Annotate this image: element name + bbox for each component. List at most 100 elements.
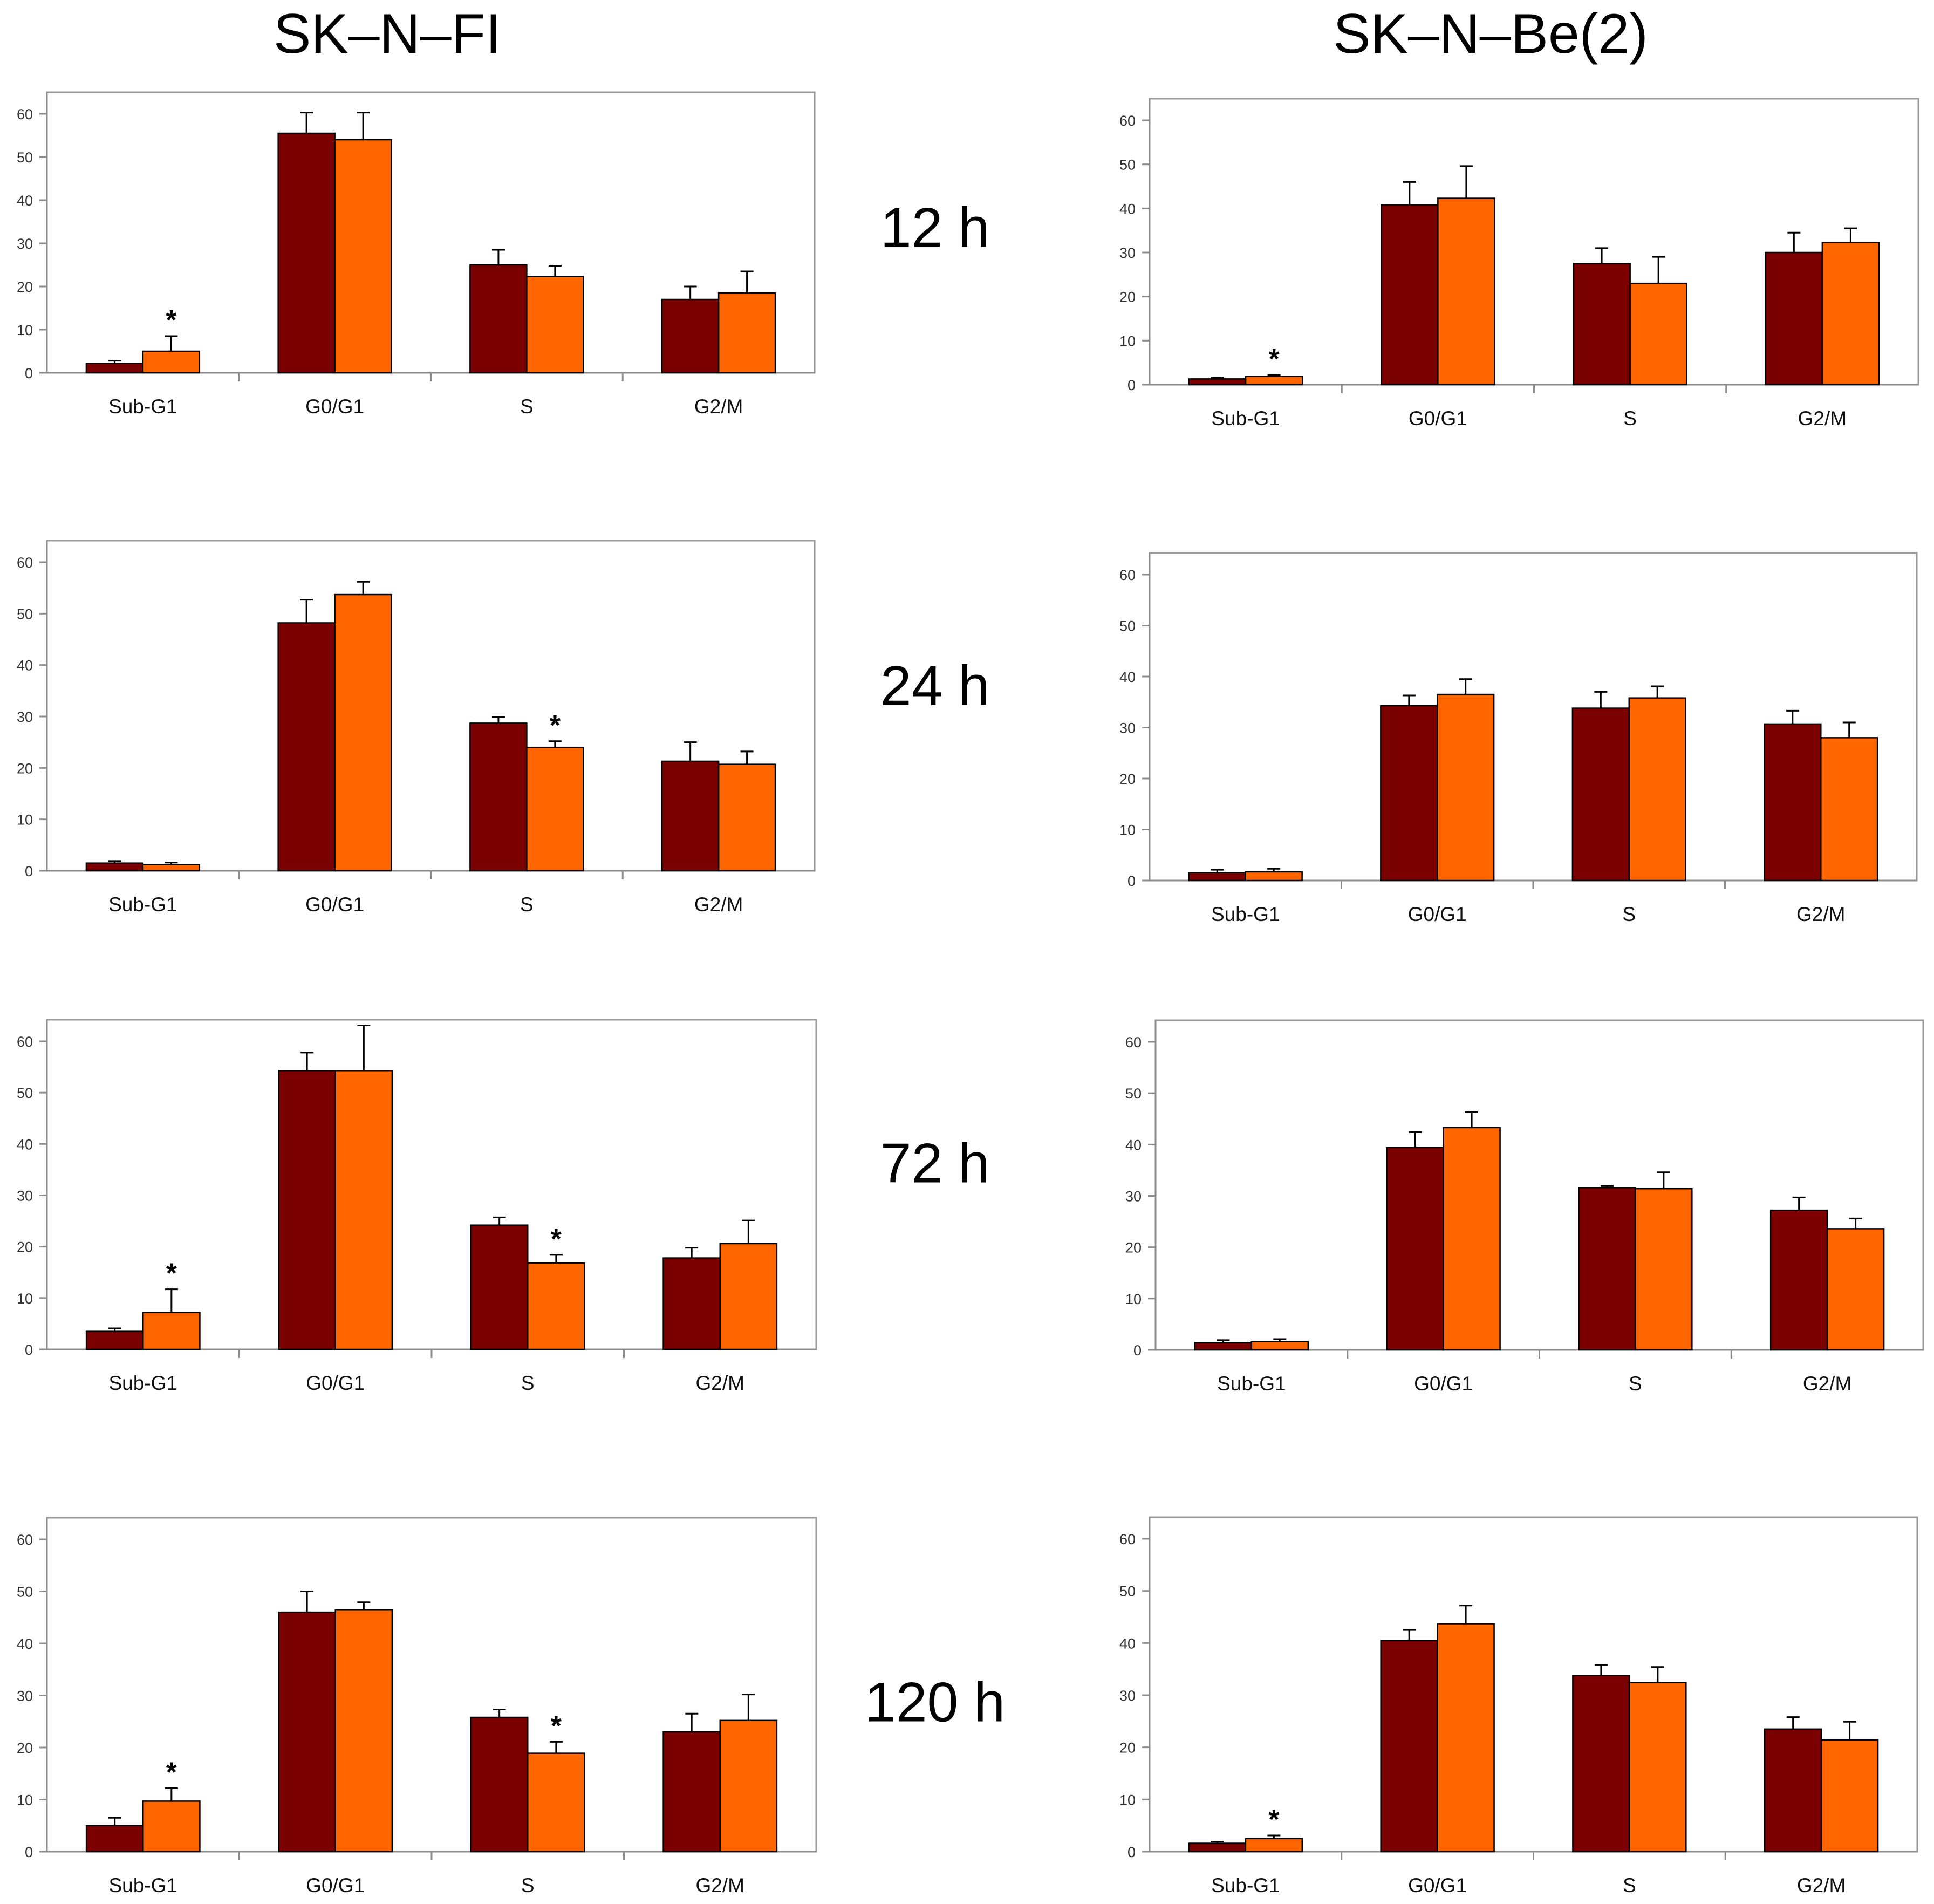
bar-series-2 (1820, 737, 1878, 882)
bar-series-1 (1765, 251, 1823, 386)
x-tick-label: Sub-G1 (108, 1372, 177, 1394)
x-tick-label: G2/M (1797, 1874, 1846, 1896)
bar-series-2 (142, 864, 201, 872)
bar-series-1 (661, 760, 720, 872)
bar-series-2 (334, 1609, 393, 1853)
x-tick-label: G2/M (1796, 903, 1845, 925)
bar-series-1 (1188, 872, 1246, 882)
time-label-24h: 24 h (880, 654, 990, 718)
x-tick-label: S (521, 1372, 535, 1394)
bar-series-2 (1629, 282, 1687, 386)
significance-marker: * (166, 1757, 177, 1788)
bar-series-2 (717, 763, 776, 872)
y-tick-label: 0 (25, 1844, 33, 1860)
bar-series-1 (661, 298, 720, 374)
bar-series-1 (470, 1716, 529, 1853)
y-tick-label: 30 (1119, 1688, 1136, 1704)
bar-series-1 (277, 622, 336, 872)
y-tick-label: 10 (1119, 1792, 1136, 1808)
x-tick-label: G0/G1 (306, 1874, 365, 1896)
bar-series-2 (334, 139, 392, 374)
x-tick-label: Sub-G1 (1211, 1874, 1280, 1896)
y-tick-label: 10 (1125, 1291, 1142, 1307)
x-tick-label: G2/M (696, 1874, 744, 1896)
bar-series-2 (1443, 1127, 1501, 1351)
y-tick-label: 0 (1127, 873, 1136, 889)
y-tick-label: 0 (1133, 1342, 1142, 1359)
bar-series-1 (1386, 1147, 1444, 1351)
y-tick-label: 40 (17, 193, 33, 209)
bar-series-2 (1245, 376, 1303, 386)
y-tick-label: 10 (17, 812, 33, 828)
bar-series-1 (1769, 1209, 1828, 1351)
bar-series-1 (1571, 707, 1630, 882)
y-tick-label: 60 (1119, 113, 1136, 129)
y-tick-label: 50 (17, 149, 33, 166)
bar-series-1 (1764, 723, 1822, 882)
y-tick-label: 40 (1119, 669, 1136, 685)
y-tick-label: 20 (1119, 771, 1136, 787)
y-tick-label: 50 (17, 1085, 33, 1101)
bar-series-1 (1381, 204, 1439, 386)
x-tick-label: S (1629, 1373, 1642, 1395)
bar-series-1 (1380, 705, 1438, 882)
y-tick-label: 50 (1125, 1086, 1142, 1102)
bar-series-1 (1572, 1675, 1630, 1853)
x-tick-label: S (520, 395, 534, 418)
time-label-72h: 72 h (880, 1132, 990, 1195)
bar-series-2 (1629, 1682, 1687, 1853)
chart-panel-5: 0 10 20 30 40 50 60 Sub-G1 G0/G1 S G2/M (1125, 1019, 1924, 1395)
bar-series-1 (1764, 1728, 1822, 1853)
chart-panel-7: 0 10 20 30 40 50 60 Sub-G1 * G0/G1 S G2/M (1119, 1516, 1918, 1896)
significance-marker: * (166, 1258, 177, 1289)
y-tick-label: 30 (17, 709, 33, 725)
y-tick-label: 30 (17, 1188, 33, 1204)
y-tick-label: 50 (17, 606, 33, 622)
chart-panel-3: 0 10 20 30 40 50 60 Sub-G1 G0/G1 S G2/M (1119, 552, 1918, 925)
column-title-sk-n-be2: SK–N–Be(2) (1333, 3, 1648, 65)
bar-series-1 (662, 1731, 721, 1853)
significance-marker: * (551, 1224, 562, 1255)
bar-series-2 (527, 1262, 585, 1350)
x-tick-label: G0/G1 (1408, 903, 1467, 925)
x-tick-label: S (1622, 903, 1636, 925)
y-tick-label: 50 (1119, 1584, 1136, 1600)
bar-series-1 (85, 1330, 144, 1350)
bar-series-2 (334, 1069, 393, 1350)
x-tick-label: G0/G1 (1409, 407, 1467, 429)
y-tick-label: 20 (17, 1740, 33, 1756)
bar-series-1 (277, 132, 336, 374)
bar-series-2 (1820, 1739, 1879, 1853)
y-tick-label: 20 (1119, 1740, 1136, 1756)
y-tick-label: 40 (1119, 201, 1136, 217)
bar-series-1 (1188, 378, 1247, 386)
bar-series-1 (278, 1611, 337, 1853)
bar-series-2 (527, 1752, 585, 1853)
y-tick-label: 60 (17, 106, 33, 122)
y-tick-label: 50 (17, 1584, 33, 1600)
x-tick-label: Sub-G1 (1211, 903, 1280, 925)
y-tick-label: 10 (1119, 822, 1136, 838)
bar-series-1 (85, 363, 144, 374)
bar-series-2 (142, 1800, 201, 1853)
significance-marker: * (1269, 344, 1280, 375)
y-tick-label: 60 (1119, 567, 1136, 583)
bar-series-2 (1635, 1188, 1693, 1351)
y-tick-label: 40 (17, 1636, 33, 1652)
x-tick-label: G2/M (696, 1372, 744, 1394)
x-tick-label: Sub-G1 (1211, 407, 1280, 429)
y-tick-label: 20 (17, 1239, 33, 1255)
x-tick-label: S (521, 1874, 535, 1896)
bar-series-2 (1628, 697, 1686, 882)
y-tick-label: 30 (1119, 245, 1136, 261)
y-tick-label: 20 (17, 760, 33, 776)
bar-series-2 (1826, 1228, 1885, 1351)
bar-series-2 (719, 1719, 778, 1853)
y-tick-label: 30 (1125, 1189, 1142, 1205)
y-tick-label: 60 (17, 555, 33, 571)
bar-series-1 (1188, 1842, 1247, 1853)
bar-series-2 (1437, 693, 1495, 882)
x-tick-label: G0/G1 (1414, 1373, 1473, 1395)
y-tick-label: 50 (1119, 618, 1136, 634)
y-tick-label: 50 (1119, 157, 1136, 173)
